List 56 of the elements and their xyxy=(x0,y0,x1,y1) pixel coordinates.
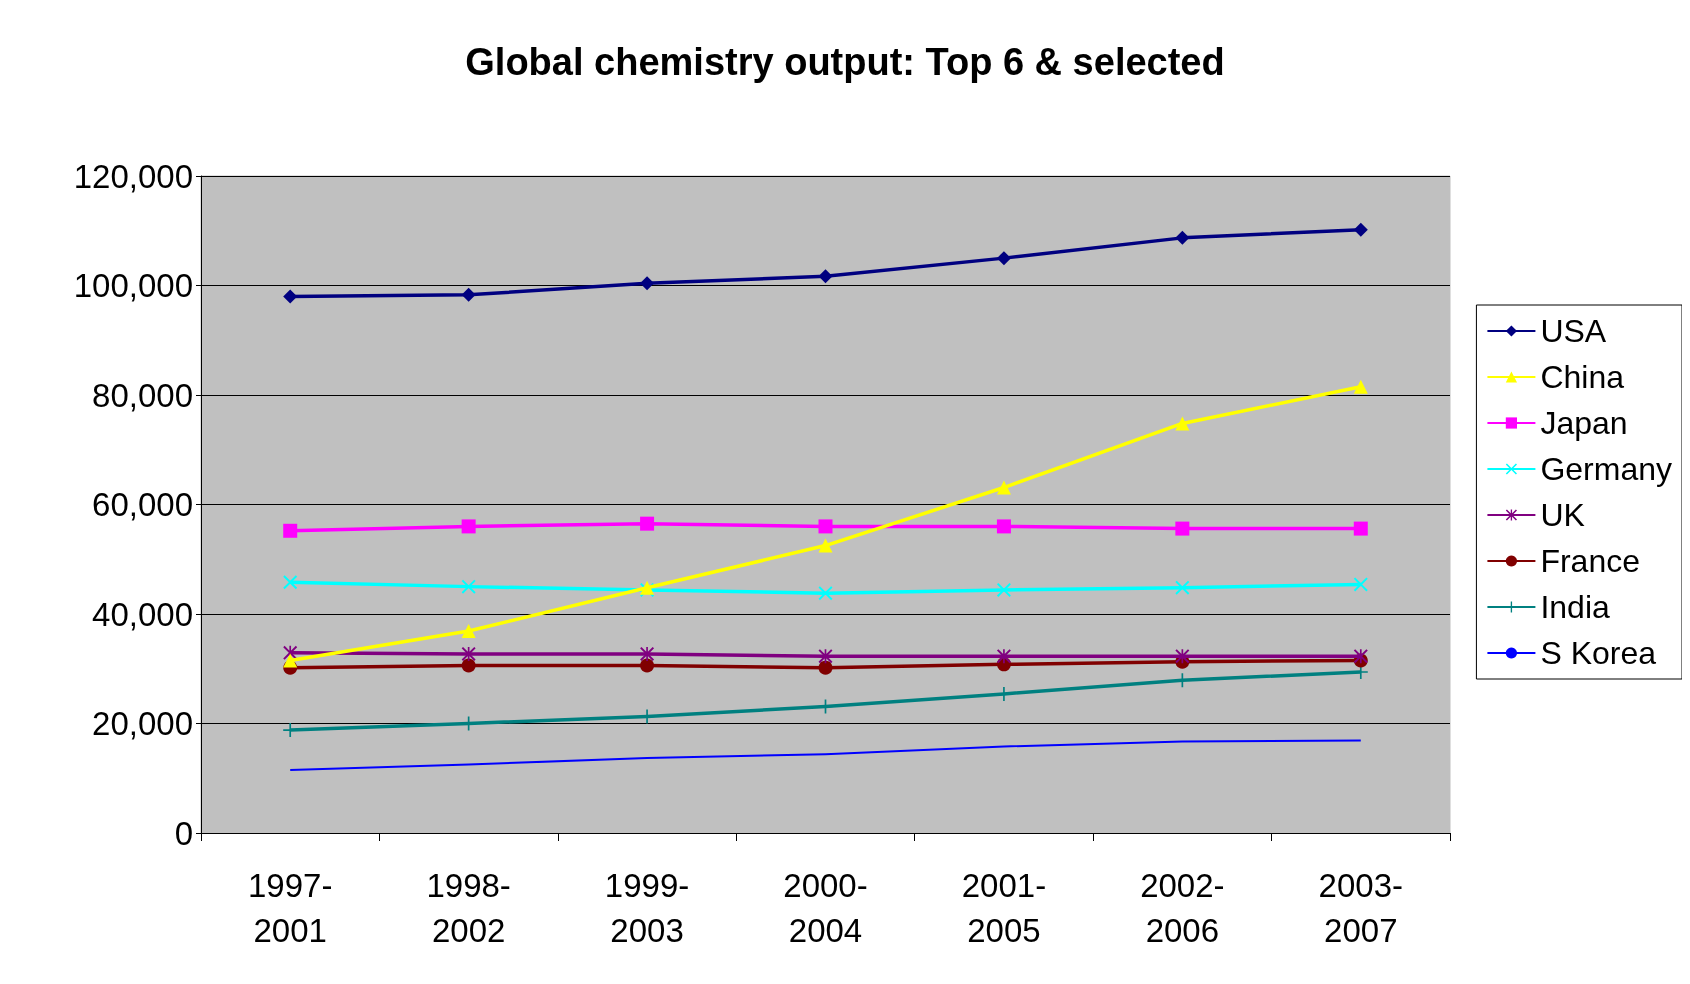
legend-label: USA xyxy=(1540,313,1607,349)
y-tick-label: 120,000 xyxy=(73,157,193,195)
x-tick-label: 1998- 2002 xyxy=(426,867,511,949)
point xyxy=(818,519,833,534)
point xyxy=(461,287,476,302)
point xyxy=(640,658,655,673)
legend-label: India xyxy=(1540,589,1610,625)
y-tick-label: 100,000 xyxy=(73,267,193,304)
point xyxy=(1353,222,1368,237)
legend-label: Japan xyxy=(1540,405,1628,441)
x-tick-label: 2000- 2004 xyxy=(783,867,868,949)
point xyxy=(996,251,1011,266)
y-tick-label: 20,000 xyxy=(92,705,193,742)
point xyxy=(283,523,298,538)
y-tick-label: 60,000 xyxy=(92,486,193,523)
point xyxy=(461,623,476,638)
y-tick-label: 0 xyxy=(174,814,193,852)
legend-label: S Korea xyxy=(1540,635,1657,671)
point xyxy=(818,660,833,675)
point xyxy=(1353,649,1368,664)
x-tick-label: 1997- 2001 xyxy=(248,867,333,949)
x-tick-label: 2001- 2005 xyxy=(961,867,1047,949)
point xyxy=(818,538,833,553)
x-tick-label: 1999- 2003 xyxy=(604,867,690,949)
legend-label: China xyxy=(1540,359,1625,395)
point xyxy=(1353,577,1368,592)
point xyxy=(1353,379,1368,394)
point xyxy=(818,586,833,601)
point xyxy=(461,658,476,673)
point xyxy=(1175,230,1190,245)
point xyxy=(1175,416,1190,431)
point xyxy=(1175,580,1190,595)
point xyxy=(1353,521,1368,536)
chart-title: Global chemistry output: Top 6 & selected xyxy=(465,41,1225,83)
point xyxy=(640,516,655,531)
point xyxy=(1175,521,1190,536)
legend-label: UK xyxy=(1540,497,1585,533)
point xyxy=(461,579,476,594)
y-tick-label: 80,000 xyxy=(92,376,193,414)
legend-label: France xyxy=(1540,543,1640,579)
point xyxy=(996,582,1011,597)
point xyxy=(996,649,1011,664)
legend-label: Germany xyxy=(1540,451,1672,487)
line-series xyxy=(289,739,1362,772)
point xyxy=(283,289,298,304)
point xyxy=(461,519,476,534)
point xyxy=(283,653,298,668)
point xyxy=(640,276,655,291)
x-tick-label: 2002- 2006 xyxy=(1140,867,1225,949)
point xyxy=(818,269,833,284)
point xyxy=(640,646,655,661)
y-tick-label: 40,000 xyxy=(92,595,193,633)
point xyxy=(283,575,298,590)
point xyxy=(996,480,1011,495)
point xyxy=(996,519,1011,534)
x-tick-label: 2003- 2007 xyxy=(1318,867,1403,949)
